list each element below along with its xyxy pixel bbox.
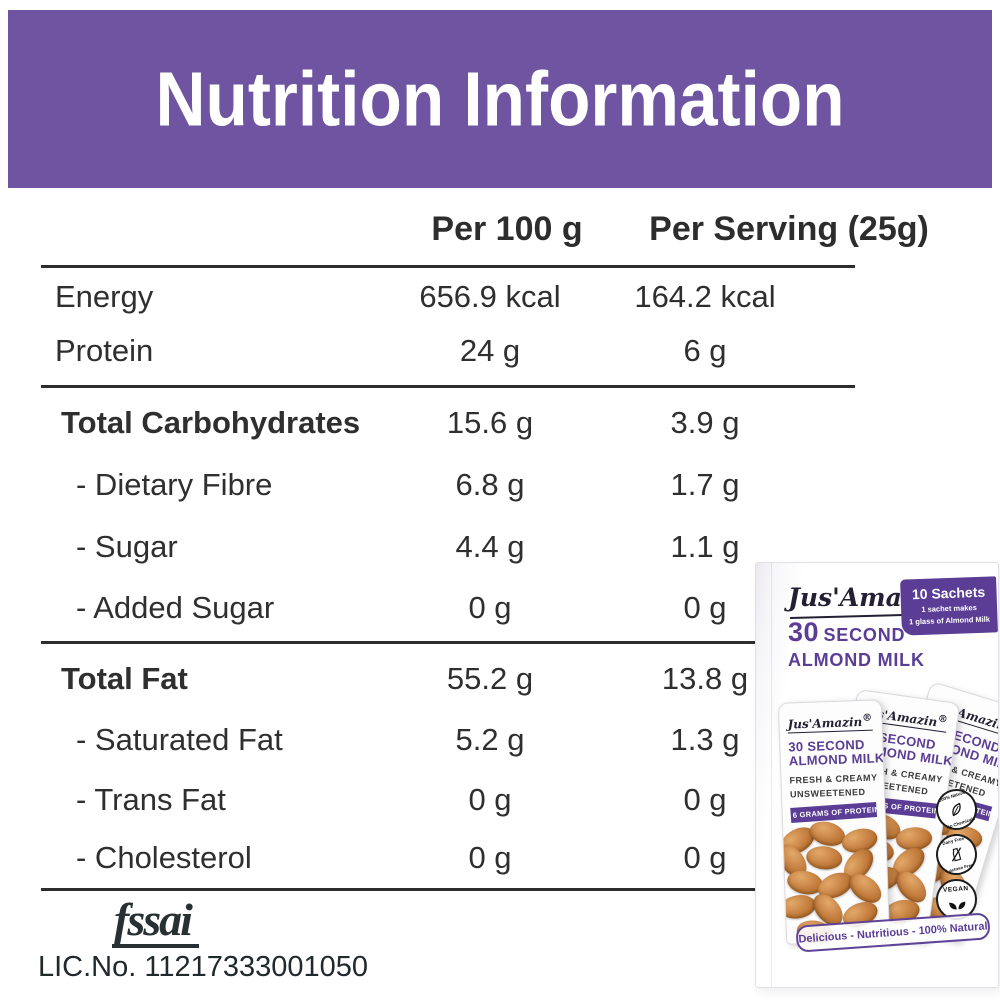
row-label: - Cholesterol <box>76 840 252 875</box>
row-value-per-serving: 13.8 g <box>661 661 749 696</box>
table-row-dietary-fibre: - Dietary Fibre 6.8 g 1.7 g <box>0 466 860 504</box>
row-value-per-100g: 0 g <box>468 590 512 625</box>
row-label: Total Carbohydrates <box>61 405 361 440</box>
table-row-total-fat: Total Fat 55.2 g 13.8 g <box>0 660 860 698</box>
leaf-icon <box>952 802 961 817</box>
leaves-icon <box>948 901 965 910</box>
dairy-free-badge-icon: Dairy Free Lactose Free <box>931 829 982 880</box>
table-row-total-carbohydrates: Total Carbohydrates 15.6 g 3.9 g <box>0 404 860 442</box>
row-value-per-serving: 0 g <box>683 782 727 817</box>
row-label: Energy <box>55 279 154 314</box>
product-name: 30 SECOND ALMOND MILK <box>788 617 925 671</box>
row-value-per-serving: 0 g <box>683 590 727 625</box>
table-row-saturated-fat: - Saturated Fat 5.2 g 1.3 g <box>0 721 860 759</box>
row-value-per-100g: 656.9 kcal <box>419 279 561 314</box>
vegan-badge-icon: VEGAN <box>934 877 979 922</box>
row-value-per-serving: 1.3 g <box>670 722 740 757</box>
row-value-per-serving: 164.2 kcal <box>634 279 776 314</box>
row-value-per-serving: 6 g <box>683 333 727 368</box>
table-row-trans-fat: - Trans Fat 0 g 0 g <box>0 781 860 819</box>
header-band: Nutrition Information <box>8 10 992 188</box>
row-value-per-100g: 24 g <box>459 333 521 368</box>
row-value-per-serving: 3.9 g <box>670 405 740 440</box>
table-row-cholesterol: - Cholesterol 0 g 0 g <box>0 839 860 877</box>
row-value-per-serving: 1.7 g <box>670 467 740 502</box>
almond <box>778 892 818 922</box>
product-box: Jus'Amazin® 30 SECOND ALMOND MILK 10 Sac… <box>755 562 999 988</box>
divider <box>41 385 855 388</box>
divider <box>41 265 855 268</box>
almond <box>805 844 844 872</box>
page-title: Nutrition Information <box>155 56 845 142</box>
row-value-per-100g: 15.6 g <box>446 405 534 440</box>
row-label: - Added Sugar <box>76 590 275 625</box>
table-row-sugar: - Sugar 4.4 g 1.1 g <box>0 528 860 566</box>
row-label: Total Fat <box>61 661 188 696</box>
row-label: - Trans Fat <box>76 782 226 817</box>
row-value-per-100g: 0 g <box>468 840 512 875</box>
column-header-per-100g: Per 100 g <box>431 210 583 248</box>
row-label: - Dietary Fibre <box>76 467 273 502</box>
row-value-per-100g: 55.2 g <box>446 661 534 696</box>
row-value-per-100g: 0 g <box>468 782 512 817</box>
table-row-energy: Energy 656.9 kcal 164.2 kcal <box>0 278 860 316</box>
column-header-per-serving: Per Serving (25g) <box>649 210 929 248</box>
certification-stamps: 100% Natural No Chemicals Dairy Free Lac… <box>930 783 983 924</box>
table-row-added-sugar: - Added Sugar 0 g 0 g <box>0 589 860 627</box>
natural-badge-icon: 100% Natural No Chemicals <box>930 783 983 836</box>
divider <box>41 888 855 891</box>
row-value-per-serving: 1.1 g <box>670 529 740 564</box>
row-value-per-serving: 0 g <box>683 840 727 875</box>
sachet-count-badge: 10 Sachets 1 sachet makes 1 glass of Alm… <box>900 576 998 636</box>
license-number: LIC.No. 11217333001050 <box>38 951 369 983</box>
divider <box>41 641 855 644</box>
row-label: Protein <box>55 333 154 368</box>
table-row-protein: Protein 24 g 6 g <box>0 332 860 370</box>
row-value-per-100g: 5.2 g <box>455 722 525 757</box>
row-value-per-100g: 6.8 g <box>455 467 525 502</box>
fssai-logo: fssai <box>112 897 199 948</box>
sachet-front: Jus'Amazin® 30 SECOND ALMOND MILK FRESH &… <box>777 699 891 945</box>
row-value-per-100g: 4.4 g <box>455 529 525 564</box>
row-label: - Saturated Fat <box>76 722 283 757</box>
row-label: - Sugar <box>76 529 178 564</box>
milk-bottle-icon <box>951 847 962 862</box>
